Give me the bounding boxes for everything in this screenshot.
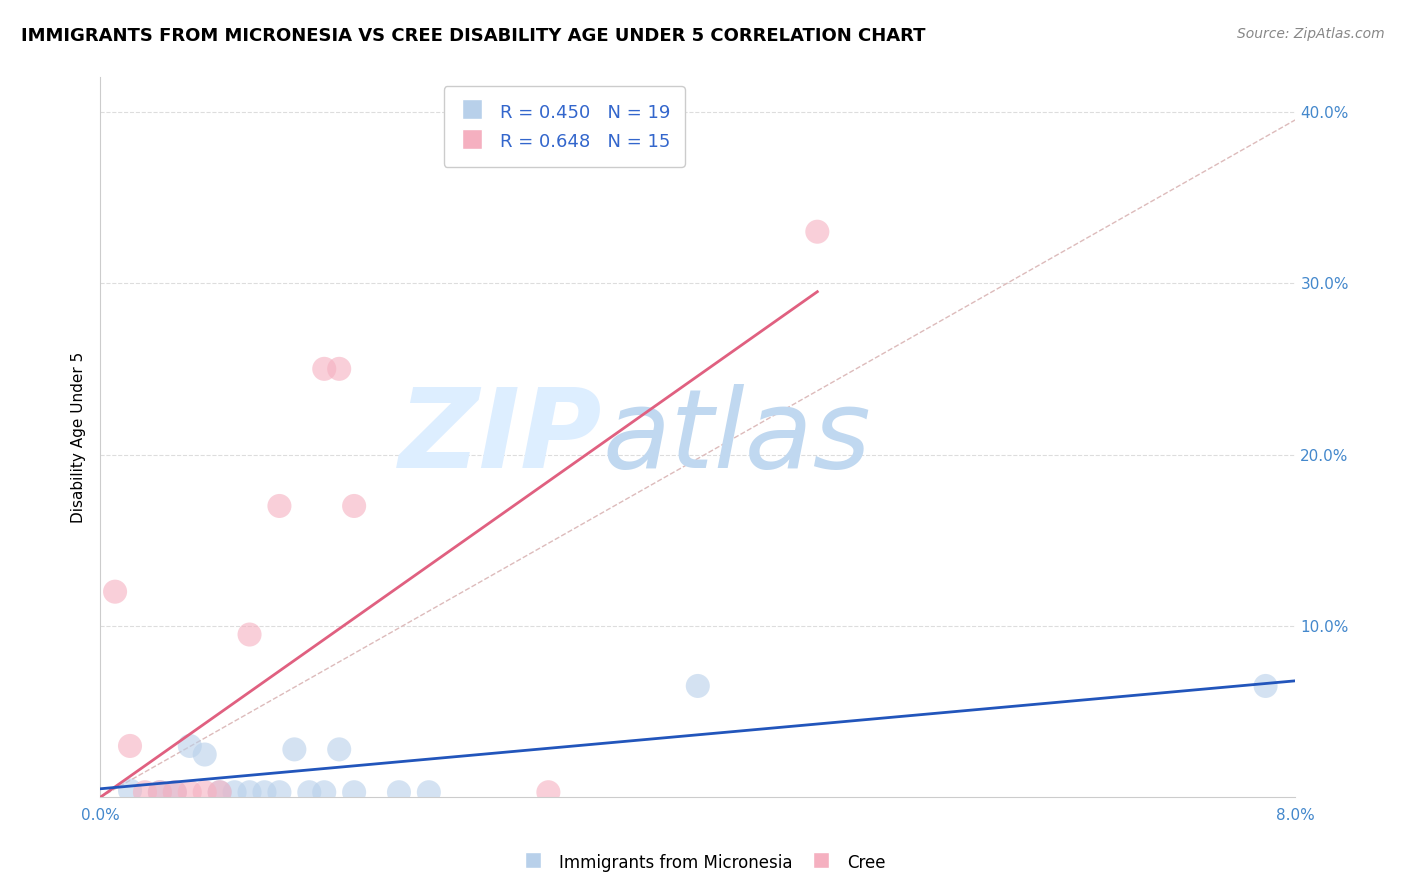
Point xyxy=(118,739,141,753)
Point xyxy=(163,785,186,799)
Point xyxy=(686,679,709,693)
Point xyxy=(149,785,172,799)
Point xyxy=(253,785,276,799)
Point xyxy=(238,785,260,799)
Point xyxy=(1254,679,1277,693)
Point xyxy=(269,785,291,799)
Text: atlas: atlas xyxy=(602,384,870,491)
Point xyxy=(806,225,828,239)
Point xyxy=(134,785,156,799)
Point xyxy=(194,785,217,799)
Point xyxy=(328,742,350,756)
Point xyxy=(388,785,411,799)
Text: ZIP: ZIP xyxy=(399,384,602,491)
Point xyxy=(238,627,260,641)
Point xyxy=(149,785,172,799)
Point xyxy=(343,499,366,513)
Point xyxy=(224,785,246,799)
Point xyxy=(343,785,366,799)
Point xyxy=(328,361,350,376)
Point xyxy=(314,361,336,376)
Text: Source: ZipAtlas.com: Source: ZipAtlas.com xyxy=(1237,27,1385,41)
Point xyxy=(118,783,141,797)
Point xyxy=(537,785,560,799)
Point xyxy=(163,785,186,799)
Point xyxy=(194,747,217,762)
Point xyxy=(208,785,231,799)
Point xyxy=(418,785,440,799)
Point xyxy=(283,742,305,756)
Point xyxy=(104,584,127,599)
Legend: R = 0.450   N = 19, R = 0.648   N = 15: R = 0.450 N = 19, R = 0.648 N = 15 xyxy=(444,87,685,167)
Legend: Immigrants from Micronesia, Cree: Immigrants from Micronesia, Cree xyxy=(513,846,893,880)
Point xyxy=(269,499,291,513)
Point xyxy=(208,785,231,799)
Y-axis label: Disability Age Under 5: Disability Age Under 5 xyxy=(72,351,86,523)
Text: IMMIGRANTS FROM MICRONESIA VS CREE DISABILITY AGE UNDER 5 CORRELATION CHART: IMMIGRANTS FROM MICRONESIA VS CREE DISAB… xyxy=(21,27,925,45)
Point xyxy=(179,785,201,799)
Point xyxy=(298,785,321,799)
Point xyxy=(179,739,201,753)
Point xyxy=(314,785,336,799)
